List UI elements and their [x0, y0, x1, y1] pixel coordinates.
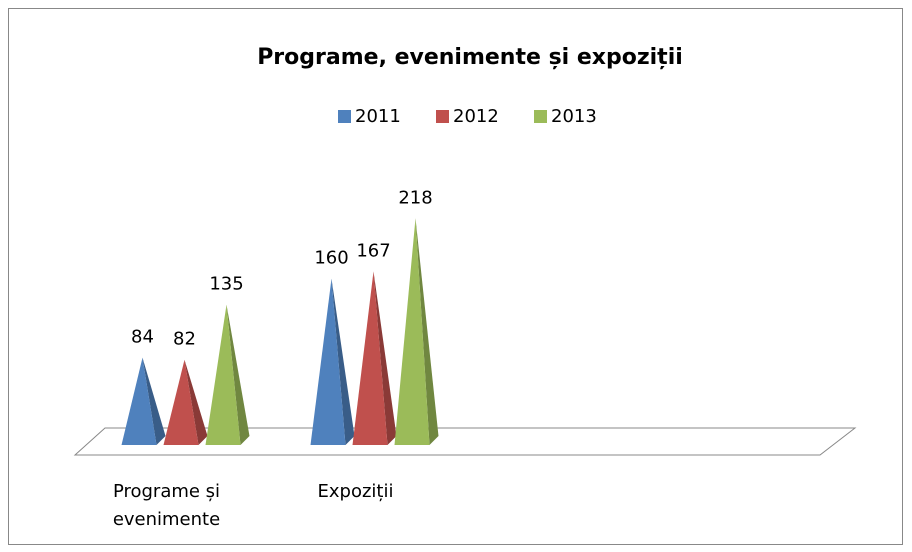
pyramid-side	[142, 357, 166, 445]
floor	[73, 427, 857, 456]
data-label: 82	[173, 329, 196, 350]
x-tick-label: Programe și evenimente	[112, 481, 221, 530]
pyramid-side	[226, 304, 250, 445]
legend-label: 2012	[453, 106, 499, 127]
pyramid-front	[352, 271, 388, 445]
legend-swatch	[338, 110, 351, 123]
legend-swatch	[436, 110, 449, 123]
chart-title: Programe, evenimente și expoziții	[257, 45, 683, 70]
pyramid	[352, 271, 397, 445]
data-label: 135	[209, 274, 243, 295]
pyramid-side	[373, 271, 397, 445]
pyramid-front	[163, 359, 199, 445]
pyramid-front	[121, 357, 157, 445]
data-label: 84	[131, 327, 154, 348]
pyramid-front	[205, 304, 241, 445]
pyramid-front	[310, 278, 346, 445]
pyramid-side	[184, 359, 208, 445]
data-label: 167	[356, 240, 390, 261]
legend-label: 2013	[551, 106, 597, 127]
chart-border	[8, 8, 903, 545]
data-label: 160	[314, 248, 348, 269]
pyramid	[310, 278, 355, 445]
pyramid-side	[415, 218, 439, 445]
pyramid	[205, 304, 250, 445]
pyramid-side	[331, 278, 355, 445]
pyramid	[121, 357, 166, 445]
pyramid	[394, 218, 439, 445]
pyramid	[163, 359, 208, 445]
data-label: 218	[398, 187, 432, 208]
x-tick-label: Expoziții	[317, 481, 394, 502]
pyramid-front	[394, 218, 430, 445]
legend-swatch	[534, 110, 547, 123]
legend-label: 2011	[355, 106, 401, 127]
